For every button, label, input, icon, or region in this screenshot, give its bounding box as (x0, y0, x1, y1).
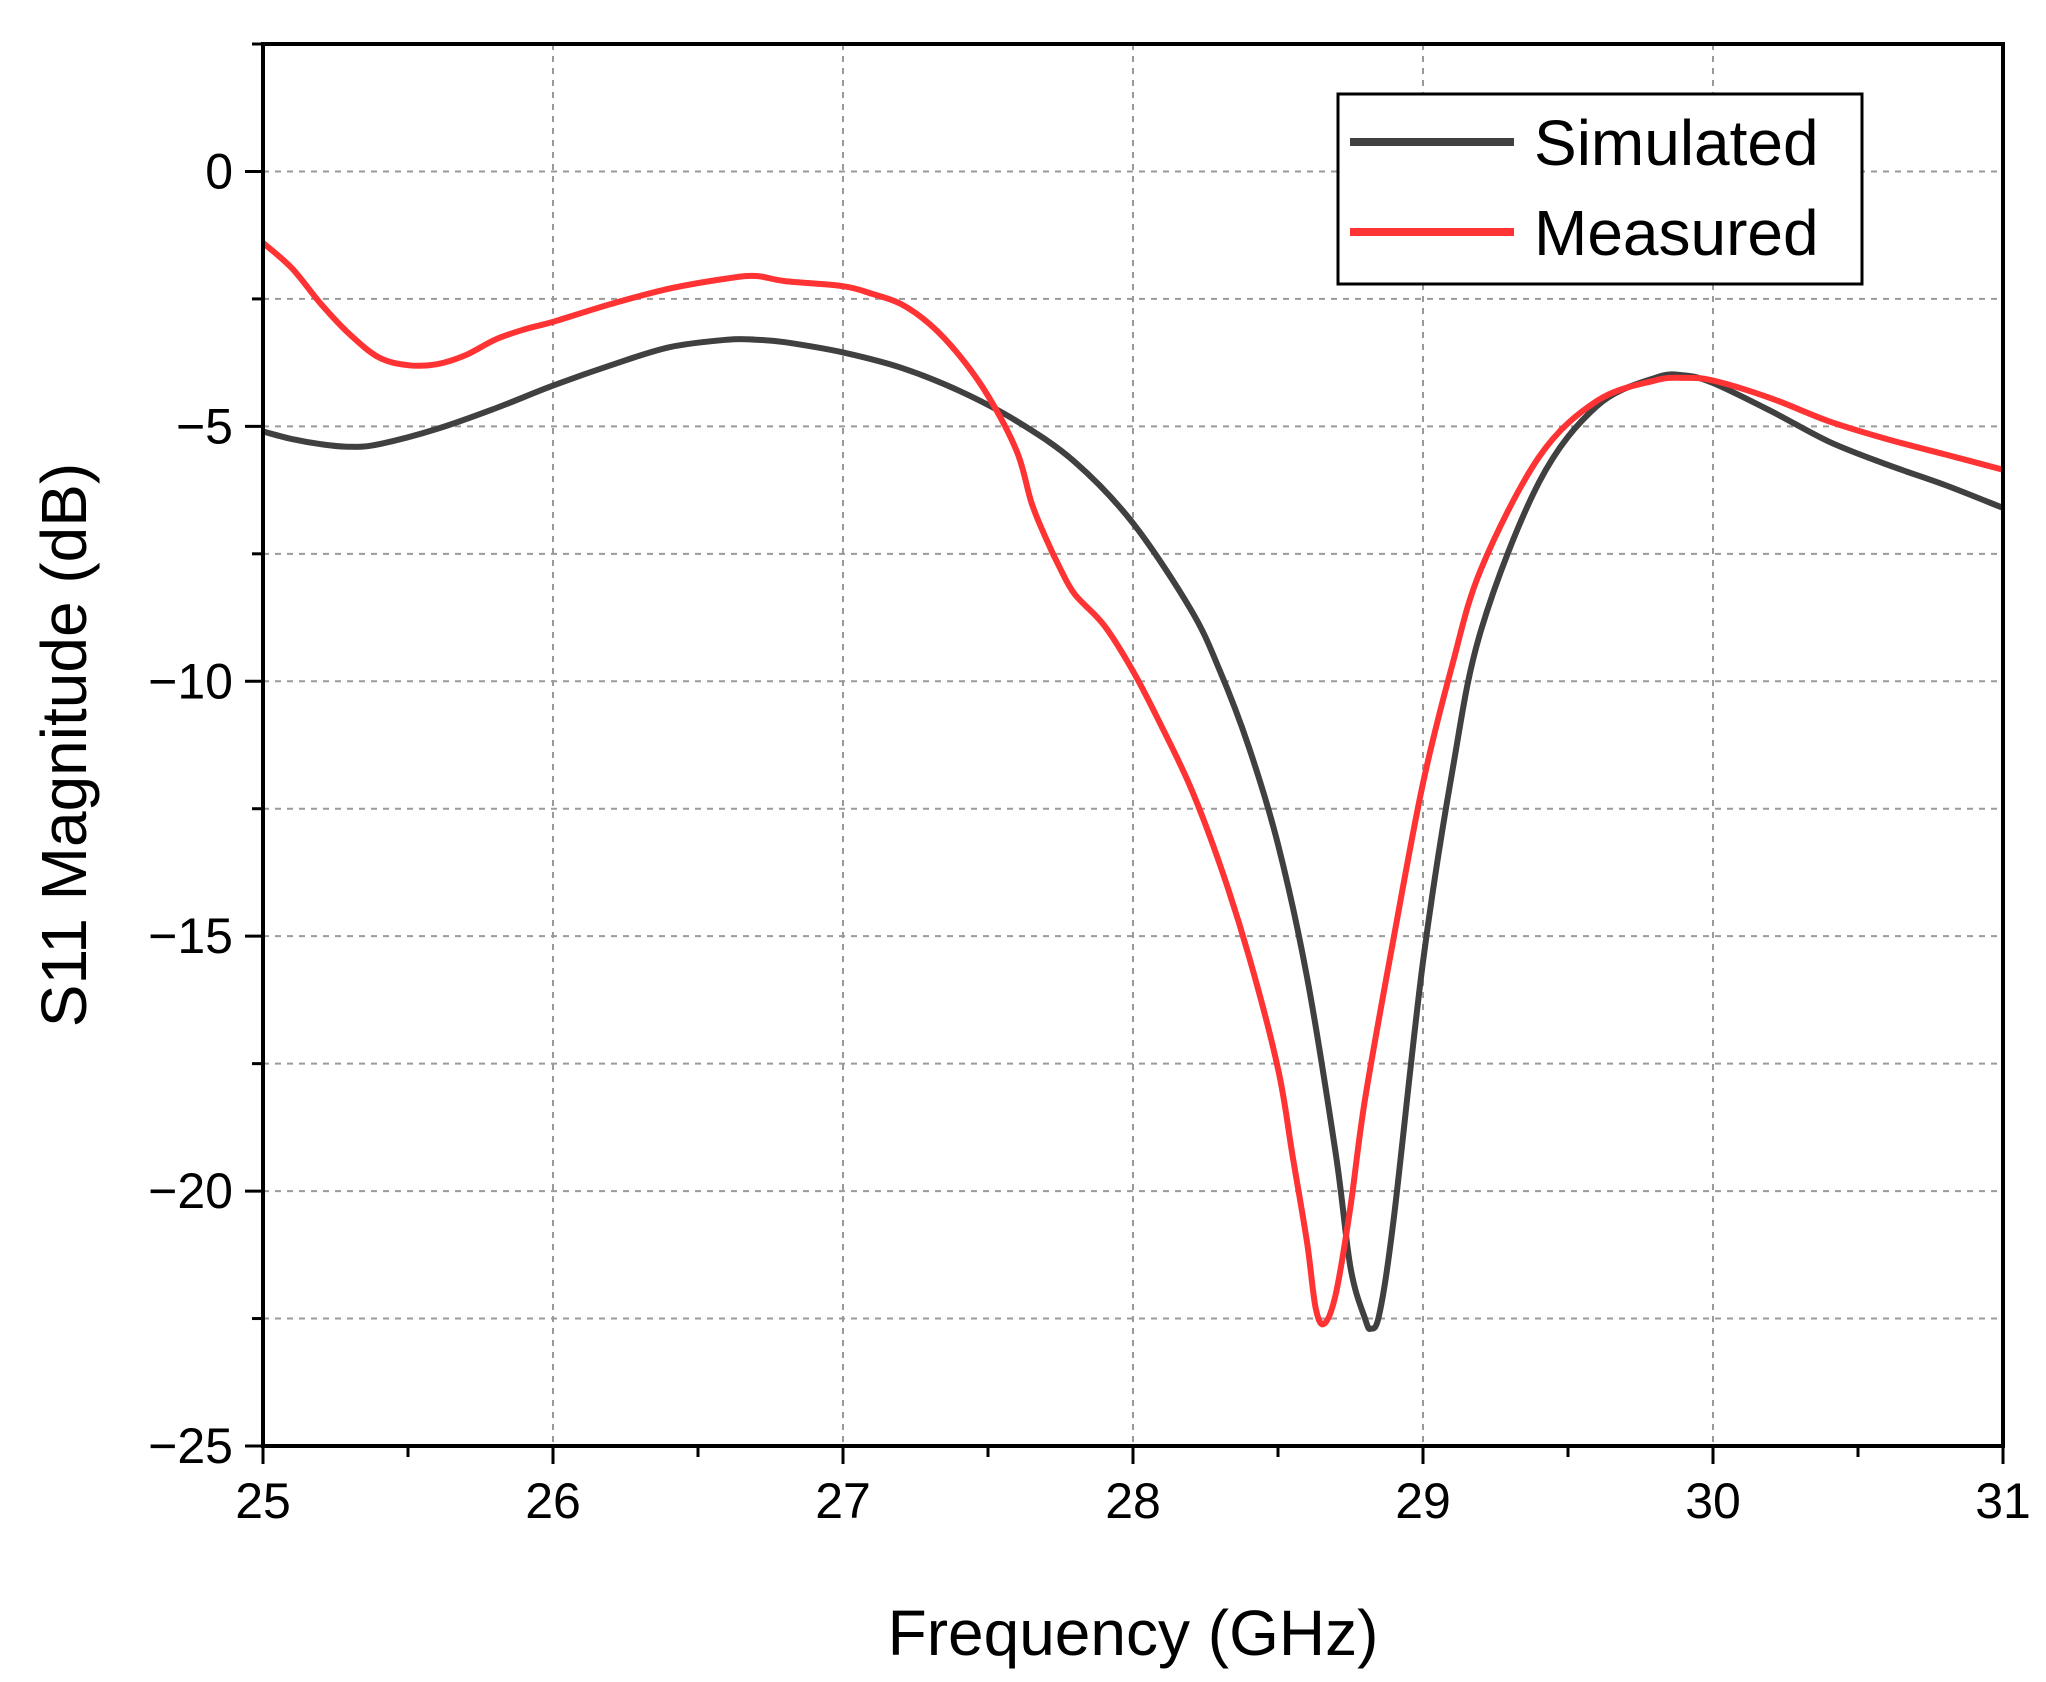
grid (263, 44, 2003, 1446)
y-tick-label: 0 (205, 143, 233, 199)
tick-labels: 25 26 27 28 29 30 31 0 −5 −10 −15 −20 −25 (148, 143, 2031, 1529)
y-tick-label: −15 (148, 908, 233, 964)
series-layer (263, 240, 2003, 1332)
x-axis-title: Frequency (GHz) (888, 1597, 1379, 1669)
y-tick-label: −25 (148, 1418, 233, 1474)
ticks (245, 42, 2005, 1464)
y-tick-label: −10 (148, 653, 233, 709)
x-tick-label: 31 (1975, 1473, 2031, 1529)
legend-box (1336, 92, 1864, 286)
x-tick-label: 30 (1685, 1473, 1741, 1529)
legend-label-simulated: Simulated (1534, 107, 1819, 179)
x-tick-label: 27 (815, 1473, 871, 1529)
y-tick-label: −20 (148, 1163, 233, 1219)
x-tick-label: 26 (525, 1473, 581, 1529)
legend: Simulated Measured (1336, 92, 1864, 286)
y-axis-title: S11 Magnitude (dB) (28, 463, 100, 1027)
legend-label-measured: Measured (1534, 197, 1819, 269)
x-tick-label: 25 (235, 1473, 291, 1529)
x-tick-label: 29 (1395, 1473, 1451, 1529)
series-line-measured (263, 240, 2003, 1328)
y-tick-label: −5 (176, 398, 233, 454)
x-tick-label: 28 (1105, 1473, 1161, 1529)
